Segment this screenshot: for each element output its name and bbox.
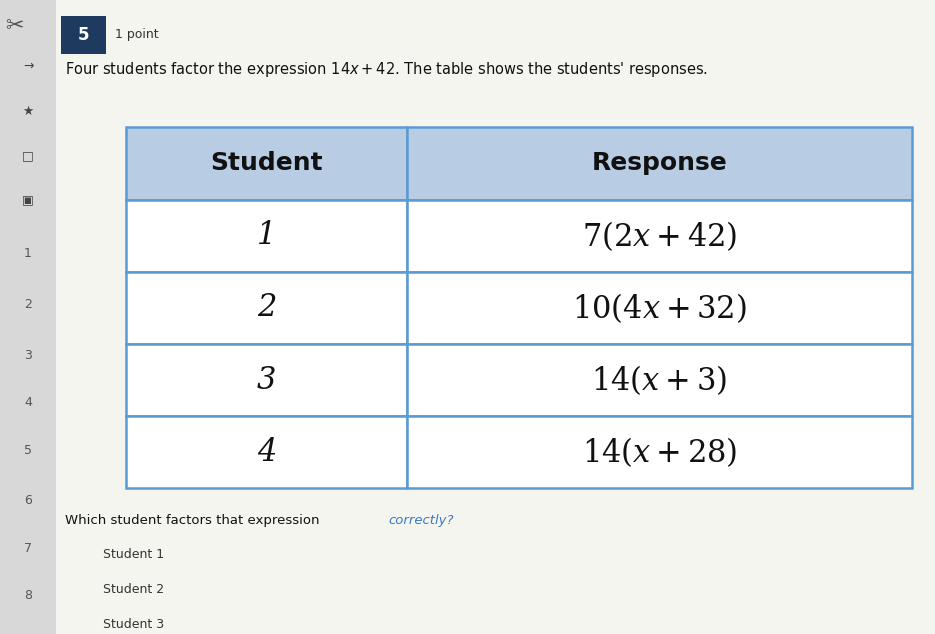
Text: 2: 2 bbox=[24, 298, 32, 311]
Text: Student 2: Student 2 bbox=[103, 583, 164, 597]
Bar bbox=[407, 127, 912, 200]
Text: 8: 8 bbox=[24, 590, 32, 602]
Bar bbox=[126, 272, 407, 344]
Text: 4: 4 bbox=[24, 396, 32, 409]
Text: $14(x + 28)$: $14(x + 28)$ bbox=[582, 435, 737, 469]
Text: →: → bbox=[22, 60, 34, 73]
Bar bbox=[126, 344, 407, 416]
Text: Student: Student bbox=[210, 152, 323, 175]
Bar bbox=[407, 200, 912, 272]
Text: □: □ bbox=[22, 149, 34, 162]
Bar bbox=[407, 272, 912, 344]
Text: $7(2x + 42)$: $7(2x + 42)$ bbox=[582, 219, 737, 253]
Text: Four students factor the expression $14x + 42$. The table shows the students' re: Four students factor the expression $14x… bbox=[65, 60, 708, 79]
Text: 6: 6 bbox=[24, 495, 32, 507]
Text: ✂: ✂ bbox=[5, 16, 23, 36]
Text: 1: 1 bbox=[257, 220, 276, 251]
Text: ★: ★ bbox=[22, 105, 34, 117]
Text: 7: 7 bbox=[24, 542, 32, 555]
Text: Response: Response bbox=[591, 152, 727, 175]
Bar bbox=[126, 416, 407, 488]
Bar bbox=[126, 200, 407, 272]
Text: Which student factors that expression: Which student factors that expression bbox=[65, 514, 324, 527]
Bar bbox=[0, 0, 56, 634]
Text: 3: 3 bbox=[24, 349, 32, 361]
Bar bbox=[407, 344, 912, 416]
Text: 3: 3 bbox=[257, 365, 276, 396]
Bar bbox=[61, 16, 106, 54]
Text: Student 3: Student 3 bbox=[103, 618, 164, 631]
Bar bbox=[126, 127, 407, 200]
Text: $10(4x + 32)$: $10(4x + 32)$ bbox=[572, 291, 746, 325]
Text: Student 1: Student 1 bbox=[103, 548, 164, 562]
Text: 2: 2 bbox=[257, 292, 276, 323]
Text: 1: 1 bbox=[24, 247, 32, 260]
Text: ▣: ▣ bbox=[22, 193, 34, 206]
Text: 5: 5 bbox=[24, 444, 32, 456]
Text: correctly?: correctly? bbox=[388, 514, 453, 527]
Text: 1 point: 1 point bbox=[115, 29, 159, 41]
Text: $14(x + 3)$: $14(x + 3)$ bbox=[591, 363, 727, 397]
Text: 4: 4 bbox=[257, 437, 276, 468]
Bar bbox=[407, 416, 912, 488]
Text: 5: 5 bbox=[78, 26, 89, 44]
